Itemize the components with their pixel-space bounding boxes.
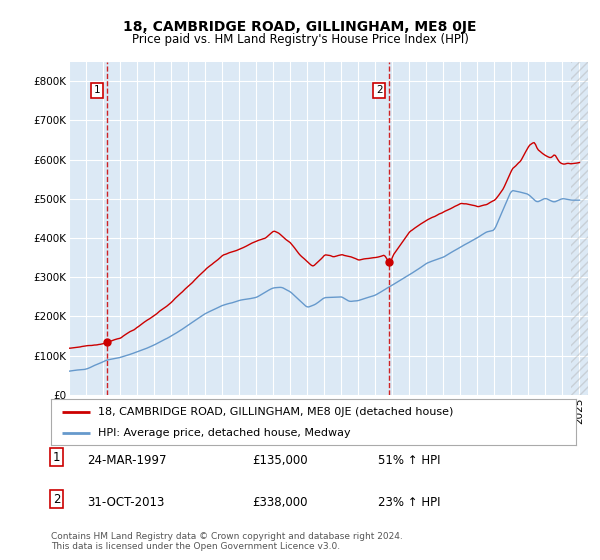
Text: 2: 2 [376, 85, 382, 95]
Text: £338,000: £338,000 [252, 496, 308, 508]
Text: 24-MAR-1997: 24-MAR-1997 [87, 454, 167, 466]
Text: £135,000: £135,000 [252, 454, 308, 466]
Text: 18, CAMBRIDGE ROAD, GILLINGHAM, ME8 0JE (detached house): 18, CAMBRIDGE ROAD, GILLINGHAM, ME8 0JE … [98, 407, 454, 417]
Text: Price paid vs. HM Land Registry's House Price Index (HPI): Price paid vs. HM Land Registry's House … [131, 33, 469, 46]
Text: 51% ↑ HPI: 51% ↑ HPI [378, 454, 440, 466]
Text: Contains HM Land Registry data © Crown copyright and database right 2024.
This d: Contains HM Land Registry data © Crown c… [51, 532, 403, 552]
Text: HPI: Average price, detached house, Medway: HPI: Average price, detached house, Medw… [98, 428, 351, 438]
Text: 2: 2 [53, 493, 60, 506]
Text: 1: 1 [94, 85, 100, 95]
Text: 23% ↑ HPI: 23% ↑ HPI [378, 496, 440, 508]
Text: 1: 1 [53, 451, 60, 464]
Text: 18, CAMBRIDGE ROAD, GILLINGHAM, ME8 0JE: 18, CAMBRIDGE ROAD, GILLINGHAM, ME8 0JE [123, 20, 477, 34]
Text: 31-OCT-2013: 31-OCT-2013 [87, 496, 164, 508]
